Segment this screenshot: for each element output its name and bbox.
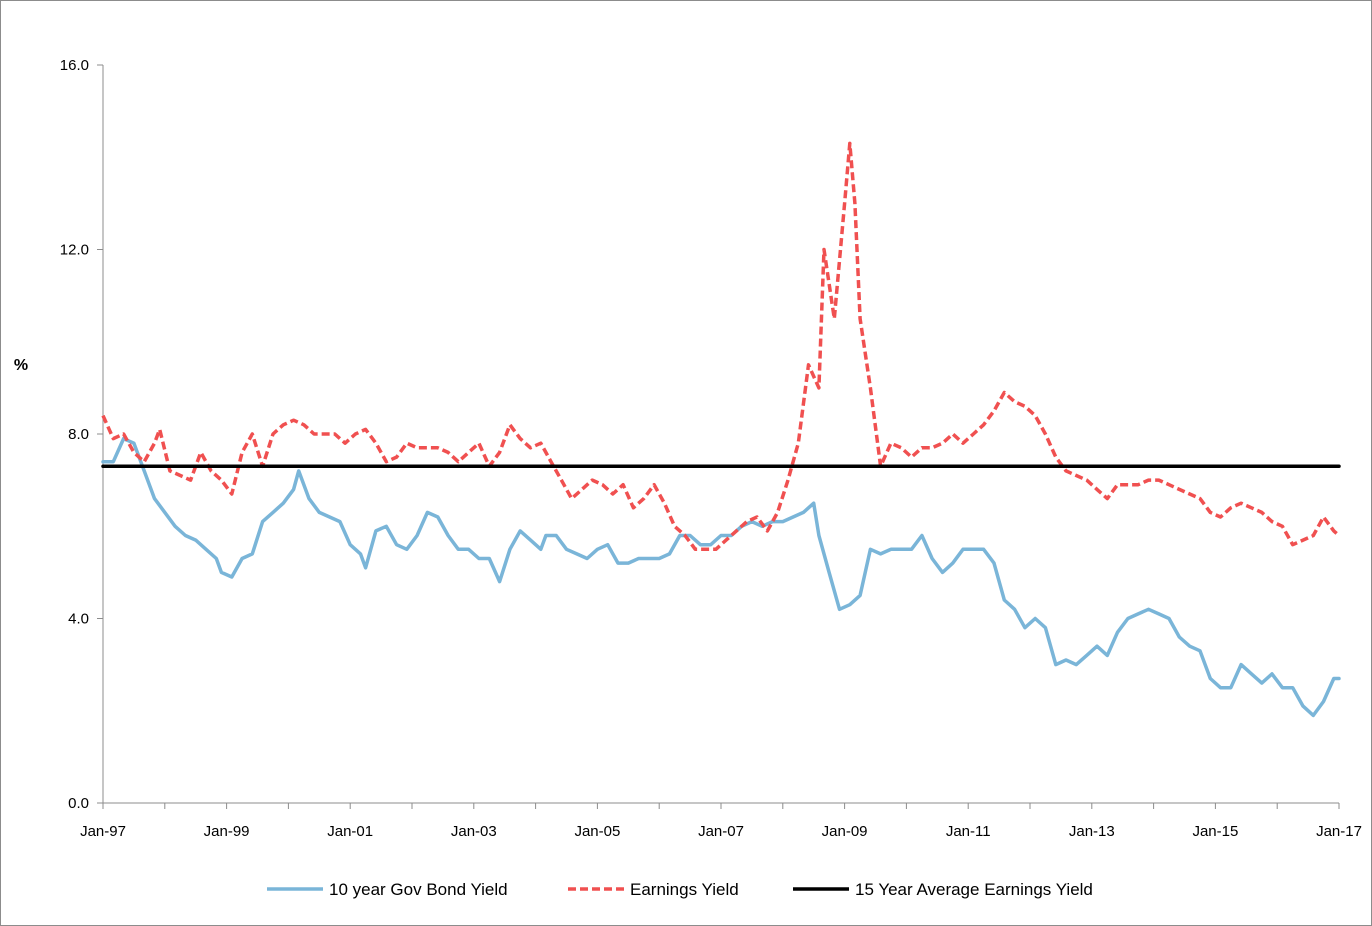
x-tick-label: Jan-05 <box>574 823 620 840</box>
x-tick-label: Jan-13 <box>1069 823 1115 840</box>
x-tick-label: Jan-03 <box>451 823 497 840</box>
y-tick-label: 12.0 <box>60 242 89 259</box>
x-tick-label: Jan-17 <box>1316 823 1362 840</box>
legend-label: Earnings Yield <box>630 880 739 899</box>
x-tick-label: Jan-97 <box>80 823 126 840</box>
y-axis-ticks: 0.0 4.0 8.0 12.0 16.0 <box>60 57 103 812</box>
series-line-earnings-yield <box>101 141 1341 552</box>
y-tick-label: 0.0 <box>68 795 89 812</box>
x-tick-label: Jan-01 <box>327 823 373 840</box>
y-axis-title: % <box>14 357 28 374</box>
legend-label: 10 year Gov Bond Yield <box>329 880 508 899</box>
x-axis-ticks: Jan-97 Jan-99 Jan-01 Jan-03 Jan-05 Jan-07 Jan-… <box>80 803 1362 840</box>
x-tick-label: Jan-11 <box>946 823 991 840</box>
x-tick-label: Jan-15 <box>1192 823 1238 840</box>
x-tick-label: Jan-07 <box>698 823 744 840</box>
y-tick-label: 4.0 <box>68 611 89 628</box>
series-line-10-year-gov-bond-yield <box>101 436 1341 718</box>
legend-label: 15 Year Average Earnings Yield <box>855 880 1093 899</box>
y-tick-label: 8.0 <box>68 426 89 443</box>
axes <box>102 65 1339 804</box>
y-tick-label: 16.0 <box>60 57 89 74</box>
legend: 10 year Gov Bond Yield Earnings Yield 15 Y… <box>267 880 1093 899</box>
x-tick-label: Jan-99 <box>204 823 250 840</box>
series-layer <box>101 141 1341 718</box>
x-tick-label: Jan-09 <box>822 823 868 840</box>
